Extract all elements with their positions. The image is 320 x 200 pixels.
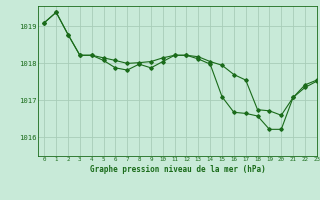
X-axis label: Graphe pression niveau de la mer (hPa): Graphe pression niveau de la mer (hPa) [90, 165, 266, 174]
